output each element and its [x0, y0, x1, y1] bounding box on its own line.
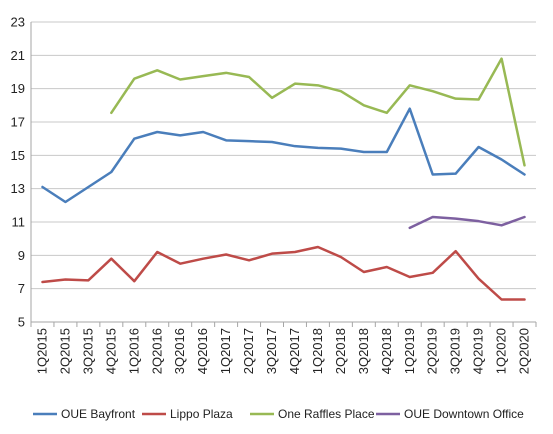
legend-label: Lippo Plaza	[170, 407, 233, 421]
series-line	[41, 245, 526, 301]
x-tick-label: 4Q2018	[379, 328, 394, 374]
y-tick-label: 21	[11, 48, 25, 63]
x-tick-label: 1Q2018	[310, 328, 325, 374]
series-line	[408, 215, 526, 230]
legend-label: One Raffles Place	[278, 407, 375, 421]
x-tick-label: 2Q2015	[57, 328, 72, 374]
x-tick-label: 1Q2019	[402, 328, 417, 374]
y-tick-label: 17	[11, 115, 25, 130]
y-tick-label: 23	[11, 15, 25, 30]
x-axis: 1Q2015 2Q2015 3Q2015 4Q2015 1Q2016 2Q2016 3Q20…	[30, 321, 537, 374]
y-tick-label: 15	[11, 148, 25, 163]
series-line	[41, 107, 526, 204]
y-tick-label: 9	[18, 248, 25, 263]
y-axis: 5 7 9 11 13 15 17 19 21 23	[11, 15, 32, 330]
x-tick-label: 2Q2019	[425, 328, 440, 374]
x-tick-label: 2Q2018	[333, 328, 348, 374]
x-tick-label: 3Q2017	[264, 328, 279, 374]
x-tick-label: 1Q2015	[34, 328, 49, 374]
x-tick-label: 3Q2015	[80, 328, 95, 374]
x-tick-label: 4Q2017	[287, 328, 302, 374]
y-tick-label: 11	[12, 215, 26, 230]
x-tick-label: 2Q2020	[517, 328, 532, 374]
series-line	[110, 57, 526, 167]
legend: OUE Bayfront Lippo Plaza One Raffles Place…	[33, 407, 524, 421]
x-tick-label: 4Q2016	[195, 328, 210, 374]
y-tick-label: 7	[18, 281, 25, 296]
x-tick-label: 1Q2017	[218, 328, 233, 374]
legend-label: OUE Bayfront	[61, 407, 136, 421]
y-tick-label: 19	[11, 81, 25, 96]
legend-label: OUE Downtown Office	[404, 407, 524, 421]
series-lines	[41, 57, 526, 301]
x-tick-label: 2Q2017	[241, 328, 256, 374]
x-tick-label: 1Q2020	[494, 328, 509, 374]
x-tick-label: 3Q2016	[172, 328, 187, 374]
y-tick-label: 5	[18, 315, 25, 330]
x-tick-label: 3Q2018	[356, 328, 371, 374]
x-tick-label: 4Q2015	[103, 328, 118, 374]
gridlines	[31, 21, 536, 323]
y-tick-label: 13	[11, 181, 25, 196]
x-tick-label: 2Q2016	[149, 328, 164, 374]
x-tick-label: 4Q2019	[471, 328, 486, 374]
x-tick-label: 1Q2016	[126, 328, 141, 374]
x-tick-label: 3Q2019	[448, 328, 463, 374]
